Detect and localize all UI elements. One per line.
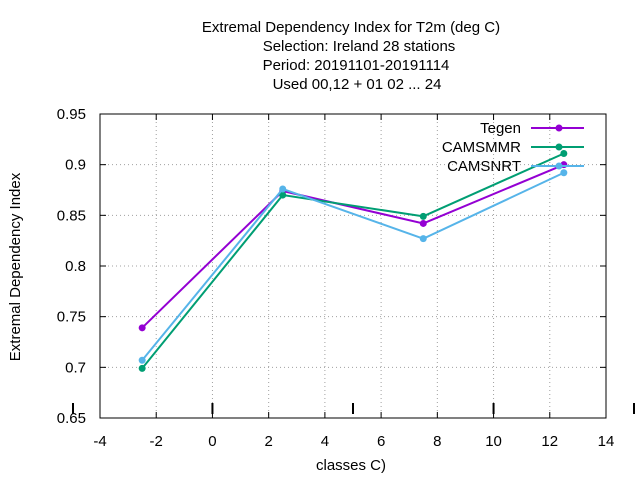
legend-point-tegen [555,124,563,132]
series-line-camsnrt [141,171,565,361]
chart-title: Extremal Dependency Index for T2m (deg C… [202,19,500,93]
series-group [138,150,568,372]
x-tick-label: -2 [150,433,163,450]
bottom-markers [72,403,635,414]
x-axis-label: classes C) [316,457,386,474]
title-line-3: Period: 20191101-20191114 [263,57,450,74]
legend: Tegen CAMSMMR CAMSNRT [442,120,584,175]
x-tick-label: 8 [433,433,441,450]
legend-point-camsnrt [555,162,563,170]
x-tick-label: 10 [485,433,502,450]
x-tick-label: 4 [321,433,329,450]
y-tick-label: 0.7 [65,359,86,376]
data-point-camsnrt [138,356,146,364]
x-tick-label: 6 [377,433,385,450]
title-line-2: Selection: Ireland 28 stations [263,38,456,55]
y-tick-label: 0.95 [57,106,86,123]
x-tick-label: 14 [598,433,615,450]
title-line-1: Extremal Dependency Index for T2m (deg C… [202,19,500,36]
grid [100,114,606,418]
legend-label-camsmmr: CAMSMMR [442,139,521,156]
series-line-camsmmr [141,152,565,369]
title-line-4: Used 00,12 + 01 02 ... 24 [273,76,442,93]
x-tick-label: 2 [264,433,272,450]
x-tick-label: 12 [541,433,558,450]
legend-label-camsnrt: CAMSNRT [447,158,521,175]
legend-label-tegen: Tegen [480,120,521,137]
x-tick-label: -4 [93,433,106,450]
y-tick-label: 0.75 [57,309,86,326]
x-tick-label: 0 [208,433,216,450]
data-point-tegen [419,219,427,227]
tick-labels: 0.65 0.7 0.75 0.8 0.85 0.9 0.95 -4 -2 0 2 4 6 8 10 12 14 [57,106,615,450]
y-tick-label: 0.8 [65,258,86,275]
y-axis-label: Extremal Dependency Index [7,172,24,361]
y-tick-label: 0.9 [65,157,86,174]
y-tick-label: 0.65 [57,410,86,427]
y-tick-label: 0.85 [57,207,86,224]
data-point-camsmmr [560,150,568,158]
data-point-camsmmr [138,364,146,372]
data-point-tegen [138,324,146,332]
data-point-camsmmr [419,212,427,220]
plot-frame [99,113,607,419]
series-line-tegen [141,163,565,329]
data-point-camsmmr [279,191,287,199]
legend-point-camsmmr [555,143,563,151]
data-point-camsnrt [279,185,287,193]
data-point-camsnrt [560,169,568,177]
data-point-camsnrt [419,235,427,243]
